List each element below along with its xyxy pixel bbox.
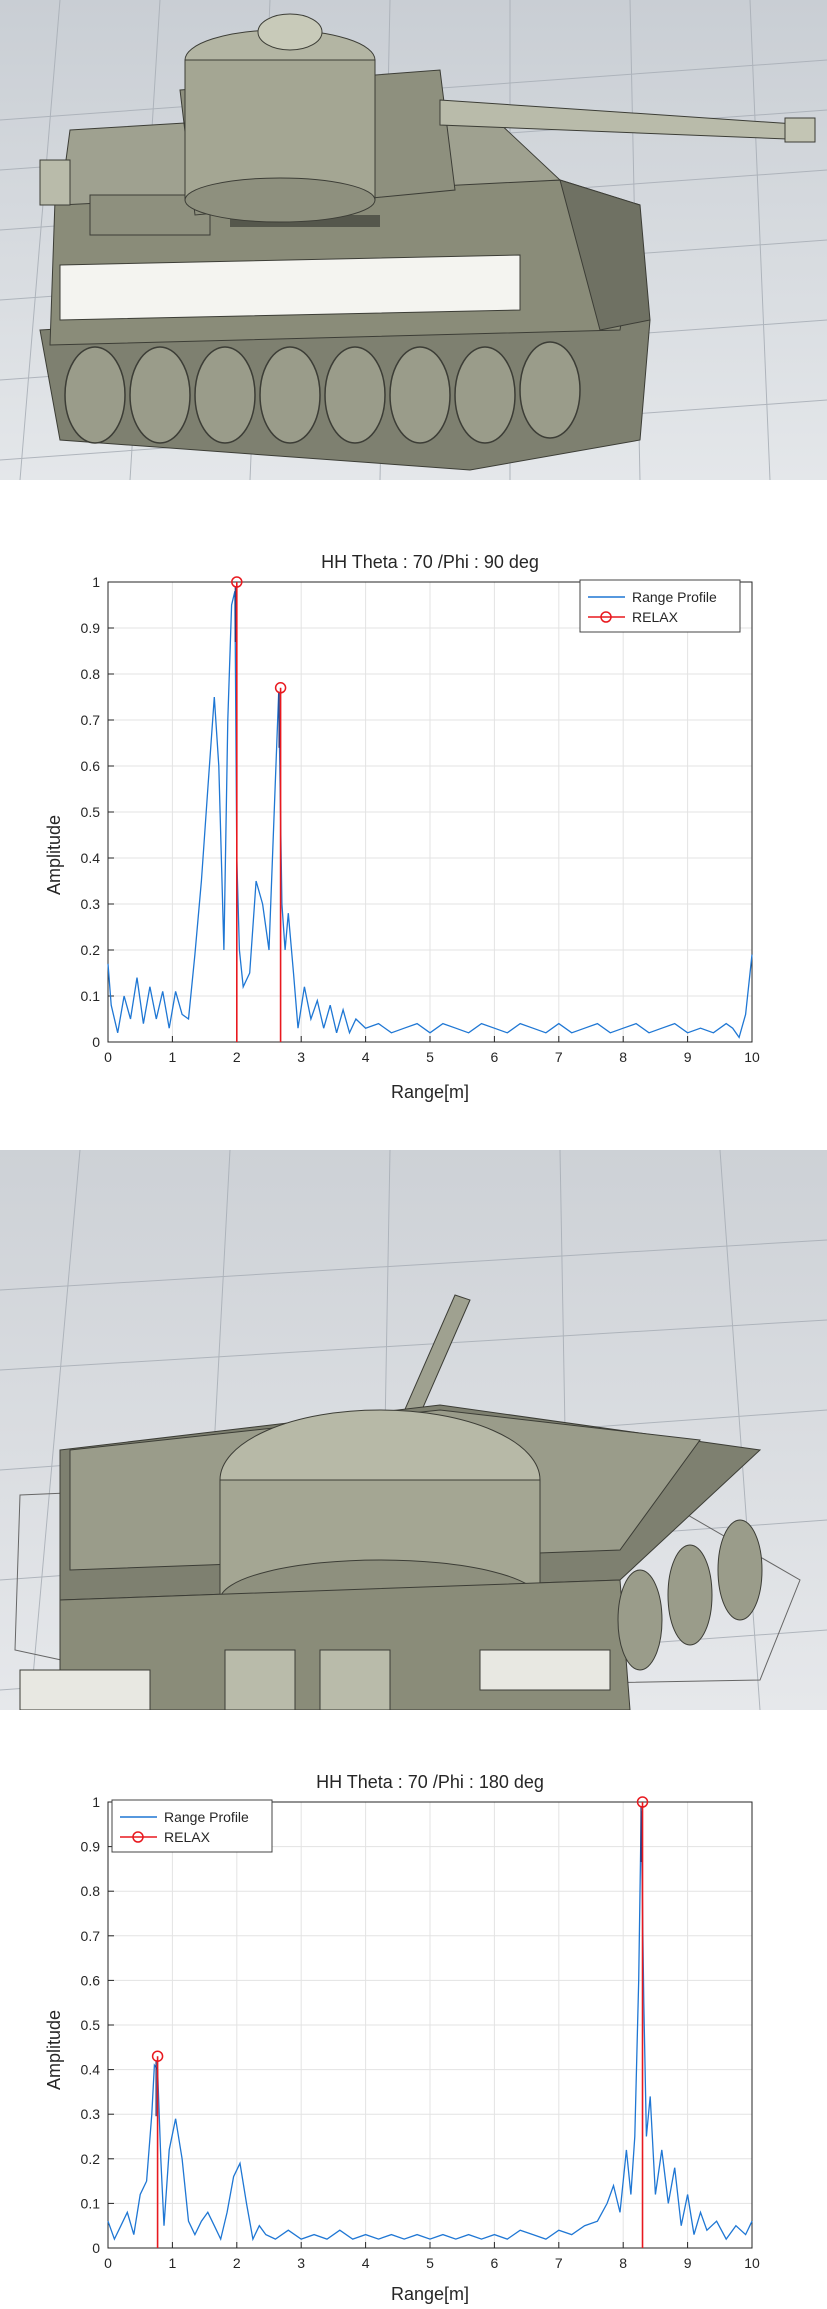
y-tick-label: 0.7 bbox=[81, 712, 101, 728]
x-tick-label: 9 bbox=[684, 1049, 692, 1065]
legend-box bbox=[579, 579, 741, 633]
tank-3d-model-rear bbox=[0, 1150, 827, 1710]
x-tick-label: 1 bbox=[169, 1049, 177, 1065]
series-line-range-profile bbox=[107, 591, 753, 1039]
range-profile-chart-phi-90: HH Theta : 70 /Phi : 90 deg Range[m] Amp… bbox=[0, 520, 827, 1110]
x-tick-label: 10 bbox=[744, 1049, 760, 1065]
x-tick-label: 5 bbox=[426, 2255, 434, 2271]
y-tick-label: 0.8 bbox=[81, 666, 101, 682]
chart-svg-phi-180: HH Theta : 70 /Phi : 180 deg Range[m] Am… bbox=[44, 1772, 760, 2304]
plot-frame bbox=[107, 581, 753, 1043]
relax-marker bbox=[636, 1796, 649, 1808]
chart-legend: Range Profile RELAX bbox=[579, 579, 741, 633]
x-tick-label: 7 bbox=[555, 1049, 563, 1065]
x-tick-label: 2 bbox=[233, 2255, 241, 2271]
x-tick-label: 0 bbox=[104, 1049, 112, 1065]
y-tick-label: 1 bbox=[92, 1794, 100, 1810]
x-tick-label: 8 bbox=[619, 2255, 627, 2271]
legend-label-relax: RELAX bbox=[632, 609, 679, 625]
y-tick-label: 0.1 bbox=[81, 988, 101, 1004]
y-axis-label: Amplitude bbox=[44, 815, 64, 895]
x-tick-label: 9 bbox=[684, 2255, 692, 2271]
chart-title: HH Theta : 70 /Phi : 180 deg bbox=[316, 1772, 544, 1792]
x-tick-label: 10 bbox=[744, 2255, 760, 2271]
y-tick-label: 1 bbox=[92, 574, 100, 590]
y-tick-label: 0.9 bbox=[81, 620, 101, 636]
legend-label-range-profile: Range Profile bbox=[632, 589, 717, 605]
y-axis-label: Amplitude bbox=[44, 2010, 64, 2090]
x-tick-label: 1 bbox=[169, 2255, 177, 2271]
legend-label-relax: RELAX bbox=[164, 1829, 211, 1845]
x-tick-label: 5 bbox=[426, 1049, 434, 1065]
y-tick-label: 0.9 bbox=[81, 1839, 101, 1855]
x-tick-label: 7 bbox=[555, 2255, 563, 2271]
y-tick-label: 0.3 bbox=[81, 896, 101, 912]
relax-marker bbox=[231, 576, 243, 588]
x-tick-label: 3 bbox=[297, 2255, 305, 2271]
tank-3d-model-side bbox=[0, 0, 827, 480]
x-tick-label: 2 bbox=[233, 1049, 241, 1065]
chart-legend: Range Profile RELAX bbox=[111, 1799, 273, 1853]
legend-box bbox=[111, 1799, 273, 1853]
y-tick-label: 0.8 bbox=[81, 1883, 101, 1899]
y-tick-label: 0.1 bbox=[81, 2195, 101, 2211]
legend-marker-relax bbox=[132, 1831, 144, 1843]
chart-title: HH Theta : 70 /Phi : 90 deg bbox=[321, 552, 539, 572]
y-tick-label: 0.4 bbox=[81, 2062, 101, 2078]
y-tick-label: 0.6 bbox=[81, 758, 101, 774]
y-tick-label: 0.4 bbox=[81, 850, 101, 866]
y-tick-label: 0.3 bbox=[81, 2106, 101, 2122]
y-tick-label: 0.7 bbox=[81, 1928, 101, 1944]
y-tick-label: 0 bbox=[92, 1034, 100, 1050]
x-axis-label: Range[m] bbox=[391, 2284, 469, 2304]
y-tick-label: 0.2 bbox=[81, 2151, 101, 2167]
legend-label-range-profile: Range Profile bbox=[164, 1809, 249, 1825]
y-tick-label: 0.5 bbox=[81, 2017, 101, 2033]
chart-svg-phi-90: HH Theta : 70 /Phi : 90 deg Range[m] Amp… bbox=[44, 552, 760, 1102]
x-tick-label: 4 bbox=[362, 1049, 370, 1065]
x-axis-label: Range[m] bbox=[391, 1082, 469, 1102]
series-line-range-profile bbox=[107, 1810, 753, 2242]
y-tick-label: 0.5 bbox=[81, 804, 101, 820]
y-tick-label: 0 bbox=[92, 2240, 100, 2256]
tank-render-side-view bbox=[0, 0, 827, 480]
x-tick-label: 8 bbox=[619, 1049, 627, 1065]
x-tick-label: 6 bbox=[491, 1049, 499, 1065]
relax-marker bbox=[274, 682, 287, 694]
tank-render-rear-view bbox=[0, 1150, 827, 1710]
x-tick-label: 3 bbox=[297, 1049, 305, 1065]
plot-frame bbox=[107, 1801, 753, 2249]
x-tick-label: 0 bbox=[104, 2255, 112, 2271]
y-tick-label: 0.6 bbox=[81, 1972, 101, 1988]
range-profile-chart-phi-180: HH Theta : 70 /Phi : 180 deg Range[m] Am… bbox=[0, 1760, 827, 2309]
relax-marker bbox=[151, 2050, 164, 2062]
x-tick-label: 6 bbox=[491, 2255, 499, 2271]
y-tick-label: 0.2 bbox=[81, 942, 101, 958]
legend-marker-relax bbox=[600, 611, 612, 623]
x-tick-label: 4 bbox=[362, 2255, 370, 2271]
